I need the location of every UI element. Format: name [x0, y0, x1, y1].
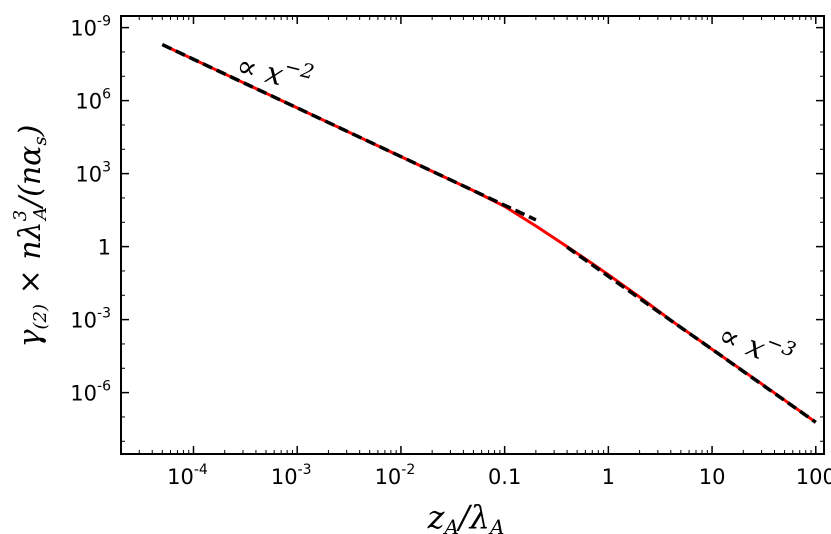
x-axis-label: zA/λA — [427, 498, 505, 534]
x-tick-label: 1 — [602, 465, 615, 489]
annotation-1: ∝ x−3 — [713, 312, 799, 378]
data-series-line — [161, 43, 817, 424]
y-axis: 10-9 106 103 1 10-3 10-6 — [70, 14, 824, 442]
y-tick-label: 10-3 — [70, 306, 111, 333]
x-tick-label: 10 — [699, 465, 726, 489]
x-tick-label: 10-2 — [375, 462, 416, 489]
asymptote-line-1 — [161, 43, 537, 222]
series-layer — [161, 43, 817, 424]
y-axis-label: γ(2) × nλ3A/(nαs) — [10, 125, 51, 348]
x-tick-label: 10-3 — [271, 462, 312, 489]
y-tick-label: 103 — [75, 160, 111, 187]
y-tick-label: 10-9 — [70, 14, 111, 41]
x-tick-label: 100 — [796, 465, 831, 489]
y-tick-label: 1 — [98, 236, 111, 260]
y-tick-label: 106 — [75, 87, 111, 114]
asymptote-line-2 — [566, 245, 817, 424]
x-tick-label: 10-4 — [167, 462, 208, 489]
x-tick-label: 0.1 — [488, 465, 521, 489]
plot-area-frame — [120, 15, 825, 455]
annotation-0: ∝ x−2 — [233, 42, 317, 100]
x-axis: 10-4 10-3 10-2 0.1 1 10 100 — [120, 16, 831, 489]
y-tick-label: 10-6 — [70, 379, 111, 406]
